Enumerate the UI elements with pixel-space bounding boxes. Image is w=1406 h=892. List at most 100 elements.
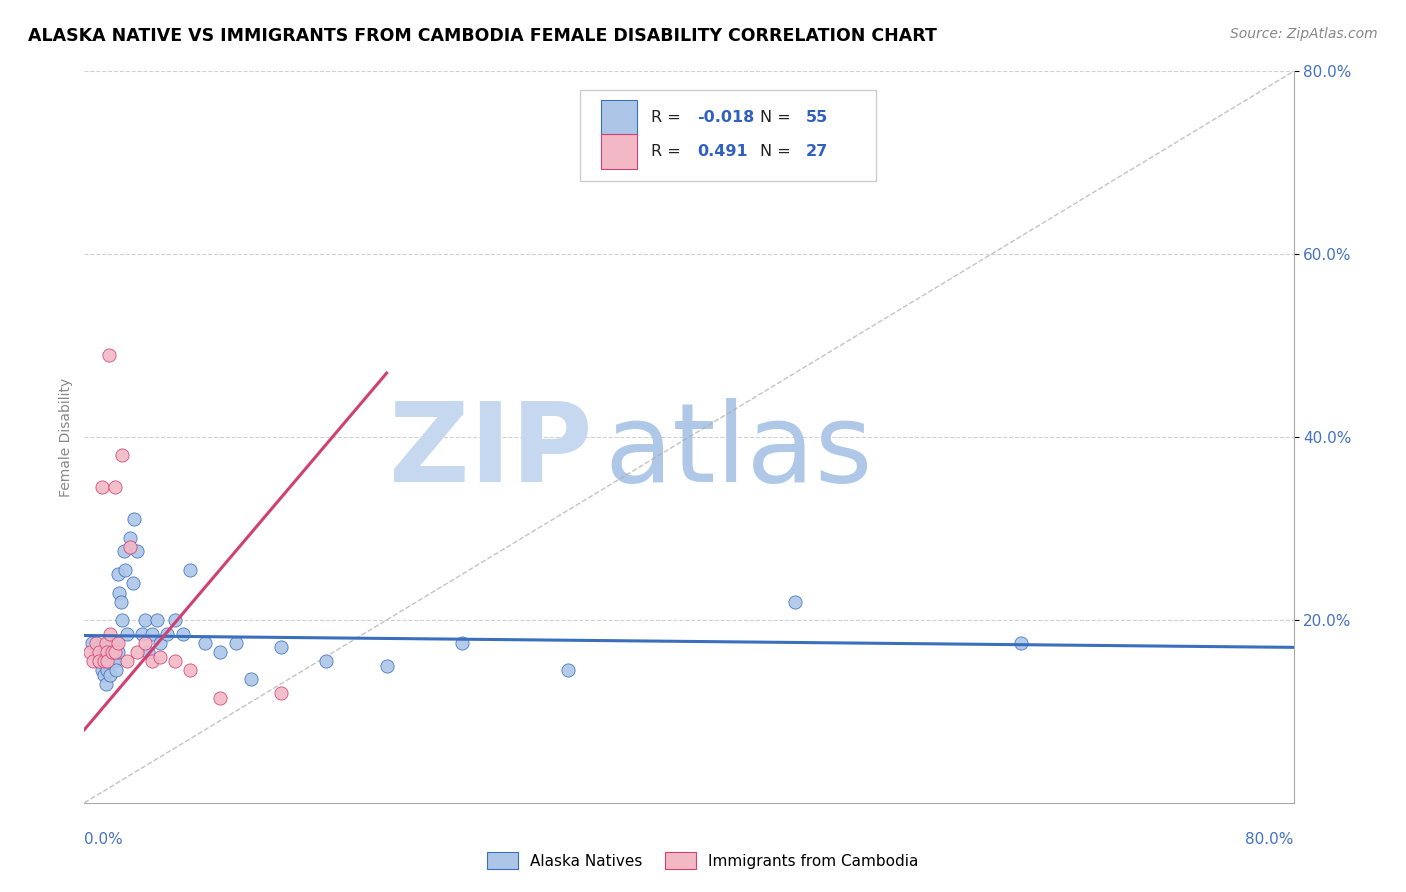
Point <box>104 645 127 659</box>
Point <box>94 636 117 650</box>
Point <box>179 663 201 677</box>
Point <box>194 636 217 650</box>
Point <box>93 667 115 681</box>
Point <box>91 663 114 677</box>
Point <box>165 613 187 627</box>
Point <box>146 613 169 627</box>
Point <box>86 636 108 650</box>
Point <box>141 654 163 668</box>
Point <box>91 480 114 494</box>
Point <box>118 540 141 554</box>
Point <box>107 645 129 659</box>
Point <box>127 645 149 659</box>
Text: 55: 55 <box>806 110 828 125</box>
Text: N =: N = <box>761 110 796 125</box>
Point <box>110 594 132 608</box>
Point <box>89 640 111 655</box>
Text: 80.0%: 80.0% <box>1246 832 1294 847</box>
Point <box>89 654 111 668</box>
Point <box>101 654 124 668</box>
Point <box>127 544 149 558</box>
Point <box>270 640 292 655</box>
Point <box>115 654 138 668</box>
Point <box>114 563 136 577</box>
Point <box>165 654 187 668</box>
Point <box>107 636 129 650</box>
Point <box>100 645 122 659</box>
Point <box>239 673 262 687</box>
Point <box>134 636 156 650</box>
Point <box>131 626 153 640</box>
Point <box>82 654 104 668</box>
Point <box>315 654 337 668</box>
Point <box>115 626 138 640</box>
Point <box>149 649 172 664</box>
Text: -0.018: -0.018 <box>697 110 755 125</box>
Point <box>97 645 120 659</box>
Point <box>270 686 292 700</box>
Point <box>89 645 111 659</box>
Point <box>100 636 122 650</box>
Point <box>96 636 118 650</box>
Point <box>122 512 145 526</box>
Point <box>93 654 115 668</box>
Point <box>111 448 134 462</box>
Point <box>1011 636 1033 650</box>
Point <box>91 649 114 664</box>
Point <box>104 645 127 659</box>
Point <box>149 636 172 650</box>
Point <box>96 658 118 673</box>
Point <box>209 645 232 659</box>
Legend: Alaska Natives, Immigrants from Cambodia: Alaska Natives, Immigrants from Cambodia <box>481 846 925 875</box>
Point <box>96 663 118 677</box>
Text: 0.0%: 0.0% <box>84 832 124 847</box>
Y-axis label: Female Disability: Female Disability <box>59 377 73 497</box>
Point <box>93 654 115 668</box>
Point <box>105 663 128 677</box>
Text: 0.491: 0.491 <box>697 144 748 159</box>
Point <box>118 531 141 545</box>
Text: R =: R = <box>651 110 686 125</box>
Point <box>98 667 121 681</box>
Point <box>100 649 122 664</box>
Point <box>209 690 232 705</box>
Text: R =: R = <box>651 144 692 159</box>
Point <box>225 636 247 650</box>
Point <box>179 563 201 577</box>
Point <box>79 645 101 659</box>
Point <box>375 658 398 673</box>
Point <box>111 613 134 627</box>
Text: ZIP: ZIP <box>389 398 592 505</box>
FancyBboxPatch shape <box>581 90 876 181</box>
Point <box>156 626 179 640</box>
Text: Source: ZipAtlas.com: Source: ZipAtlas.com <box>1230 27 1378 41</box>
Point <box>98 626 121 640</box>
Point <box>121 576 143 591</box>
Point <box>108 585 131 599</box>
Point <box>104 654 127 668</box>
Point <box>112 544 135 558</box>
Point <box>141 626 163 640</box>
FancyBboxPatch shape <box>600 134 637 169</box>
Text: N =: N = <box>761 144 796 159</box>
Point <box>86 645 108 659</box>
Point <box>96 645 118 659</box>
Point <box>172 626 194 640</box>
Text: 27: 27 <box>806 144 828 159</box>
Point <box>783 594 806 608</box>
Point <box>105 636 128 650</box>
Point <box>451 636 474 650</box>
Point <box>96 654 118 668</box>
Point <box>557 663 579 677</box>
Text: atlas: atlas <box>605 398 873 505</box>
Point <box>97 348 120 362</box>
Point <box>97 654 120 668</box>
Point <box>94 677 117 691</box>
Text: ALASKA NATIVE VS IMMIGRANTS FROM CAMBODIA FEMALE DISABILITY CORRELATION CHART: ALASKA NATIVE VS IMMIGRANTS FROM CAMBODI… <box>28 27 936 45</box>
Point <box>89 654 111 668</box>
Point <box>80 636 103 650</box>
Point <box>134 613 156 627</box>
Point <box>104 480 127 494</box>
FancyBboxPatch shape <box>600 100 637 135</box>
Point <box>136 645 159 659</box>
